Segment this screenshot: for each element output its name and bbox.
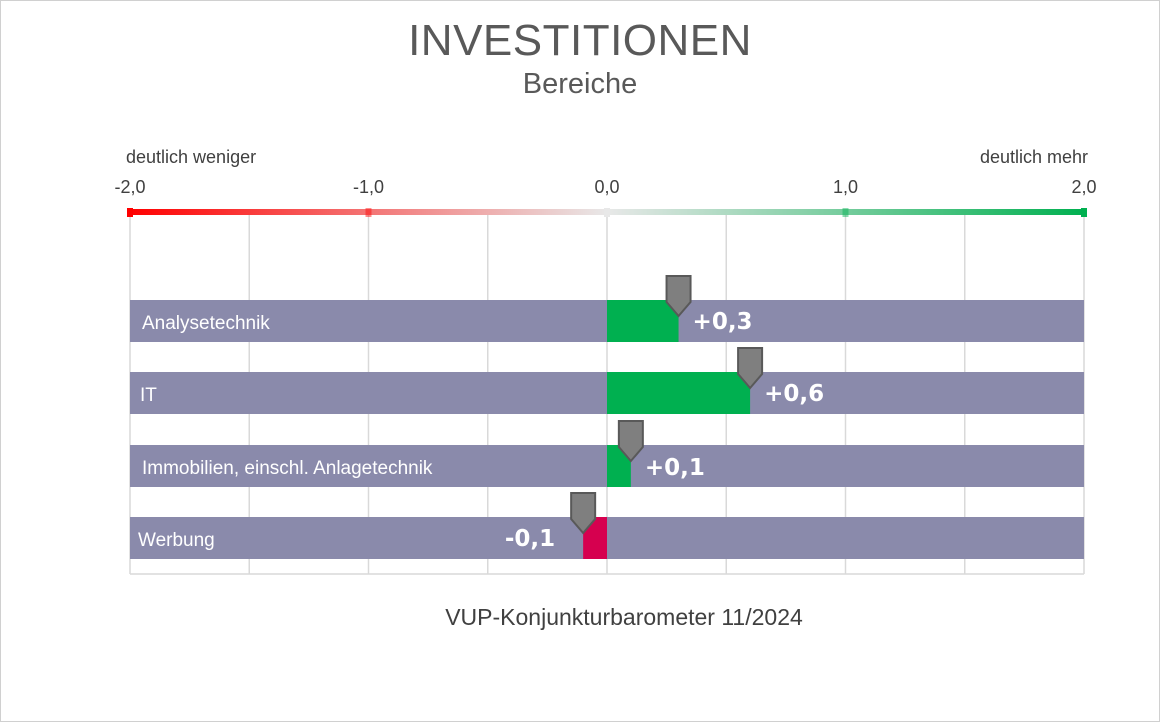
value-marker [617,420,644,463]
value-label: +0,1 [645,455,705,481]
scale-tick-mark [127,208,133,217]
value-label: -0,1 [505,526,555,552]
x-tick-label: 2,0 [1071,177,1096,197]
chart-footer: VUP-Konjunkturbarometer 11/2024 [445,604,803,630]
category-label: Analysetechnik [142,313,270,334]
value-marker [570,492,597,535]
scale-left-label: deutlich weniger [126,147,257,167]
scale-right-label: deutlich mehr [979,147,1088,167]
value-label: +0,6 [764,381,824,407]
x-tick-label: 1,0 [833,177,858,197]
scale-tick-mark [365,208,372,217]
value-marker [665,275,692,318]
scale-tick-mark [604,208,610,217]
x-tick-label: 0,0 [594,177,619,197]
x-tick-label: -2,0 [114,177,145,197]
scale-tick-mark [842,208,849,217]
x-tick-label: -1,0 [353,177,384,197]
category-label: Werbung [138,530,215,551]
category-label: IT [140,385,157,406]
value-marker [737,347,764,390]
scale-tick-mark [1081,208,1087,217]
value-bar [607,300,679,342]
value-label: +0,3 [693,309,753,335]
category-label: Immobilien, einschl. Anlagetechnik [142,458,433,479]
value-bar [607,372,751,414]
chart-subtitle: Bereiche [522,68,638,100]
chart-title: INVESTITIONEN [408,16,752,65]
